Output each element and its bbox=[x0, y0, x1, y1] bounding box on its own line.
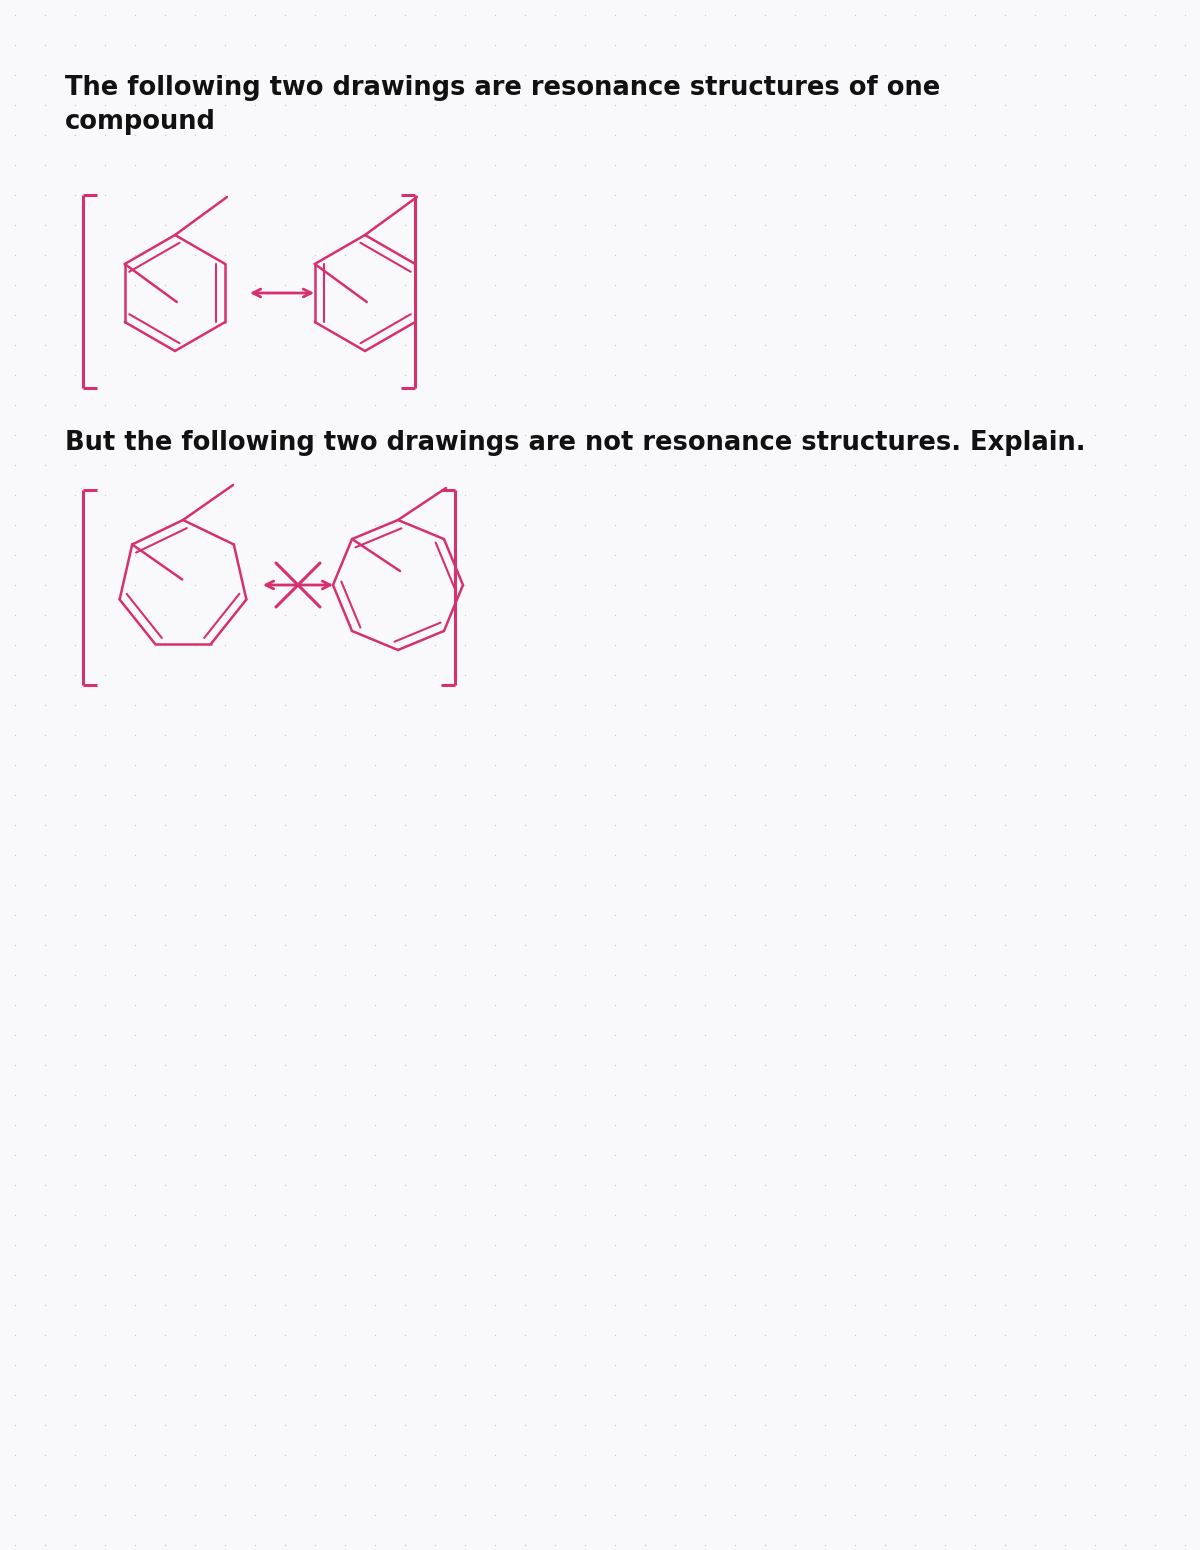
Text: The following two drawings are resonance structures of one
compound: The following two drawings are resonance… bbox=[65, 74, 941, 135]
Text: But the following two drawings are not resonance structures. Explain.: But the following two drawings are not r… bbox=[65, 429, 1086, 456]
